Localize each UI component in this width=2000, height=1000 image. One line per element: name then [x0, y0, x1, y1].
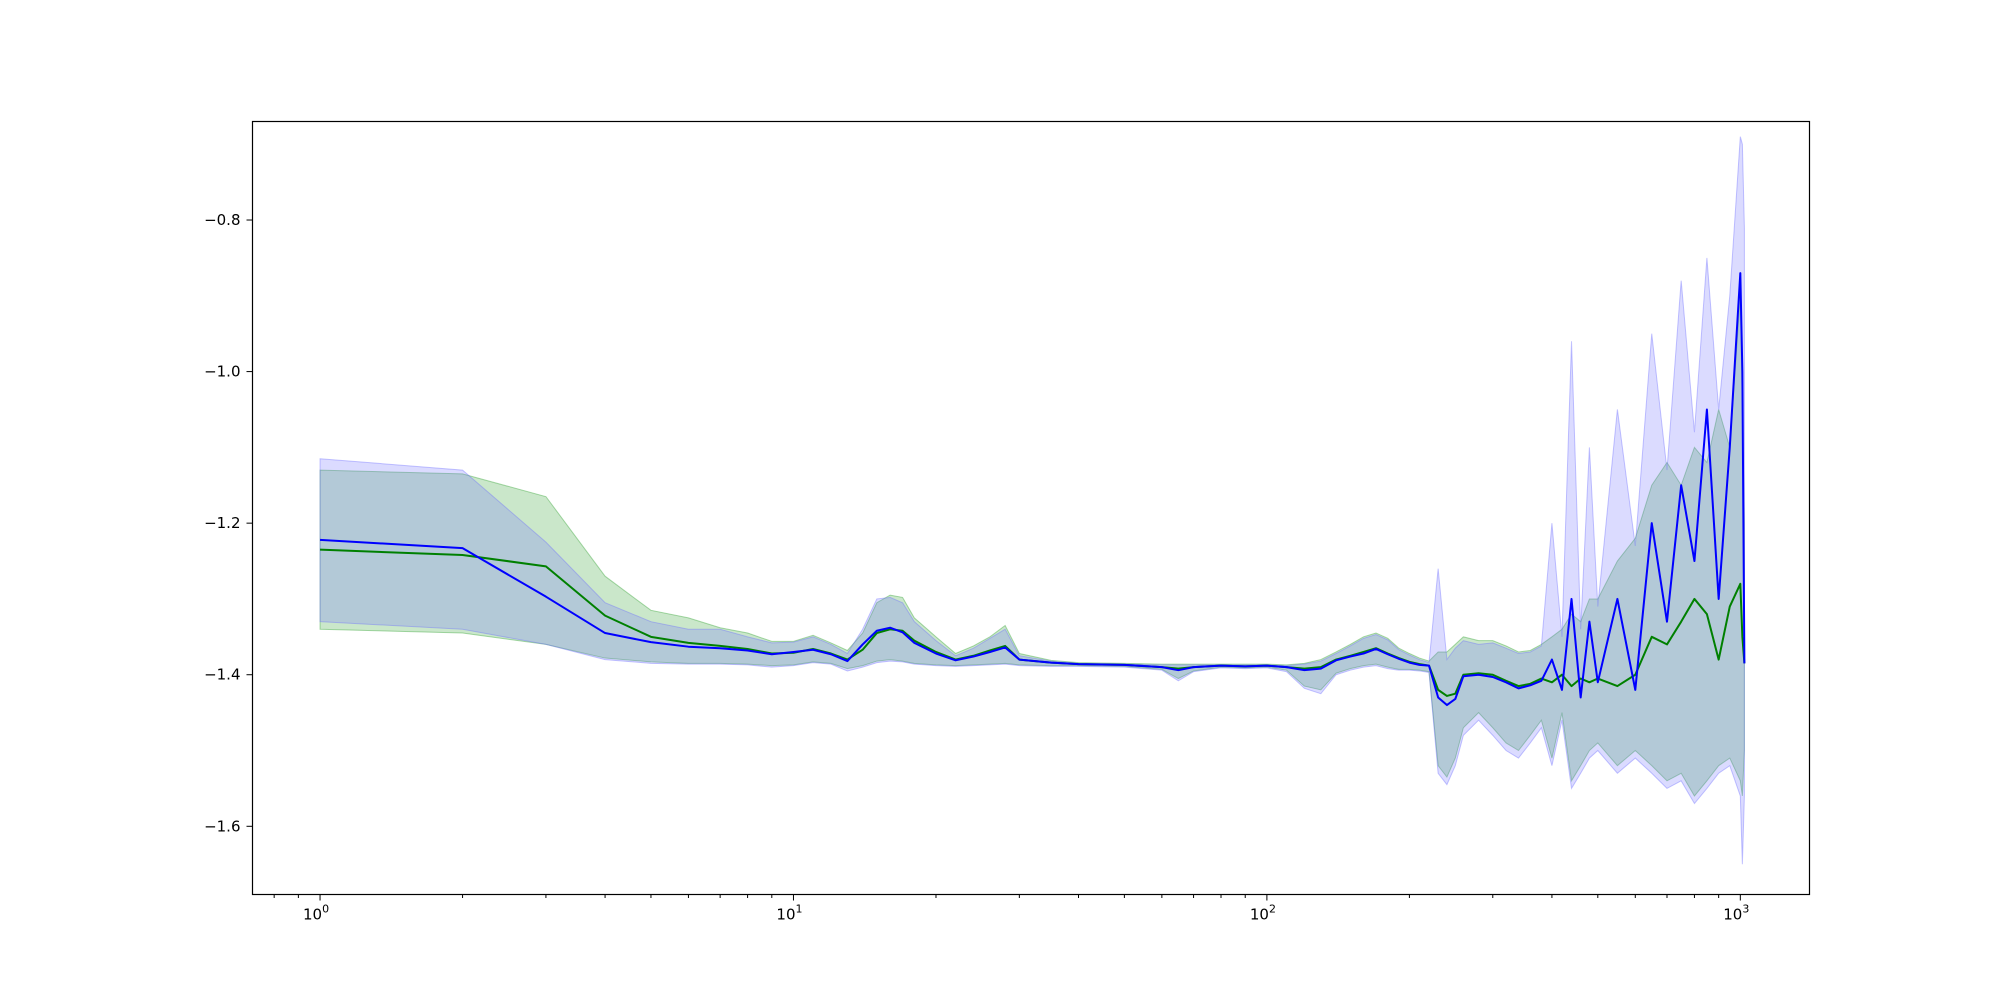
x-tick-label: 102: [1250, 903, 1276, 924]
series-1-band: [319, 295, 1745, 797]
y-tick-label: −1.2: [204, 514, 240, 532]
x-tick-label: 101: [776, 903, 802, 924]
y-tick-label: −1.4: [204, 666, 240, 684]
x-tick-label: 100: [303, 903, 329, 924]
x-tick-label: 103: [1723, 903, 1749, 924]
x-axis: 100 101 102 103: [273, 894, 1749, 924]
y-tick-label: −1.0: [204, 363, 240, 381]
series-2-line: [319, 272, 1746, 707]
y-tick-label: −1.6: [204, 817, 240, 835]
y-axis: −0.8 −1.0 −1.2 −1.4 −1.6: [204, 211, 253, 835]
y-tick-label: −0.8: [204, 211, 240, 229]
axes-frame: [251, 120, 1811, 896]
plot-area: [319, 136, 1746, 865]
series-2-band: [319, 136, 1745, 865]
